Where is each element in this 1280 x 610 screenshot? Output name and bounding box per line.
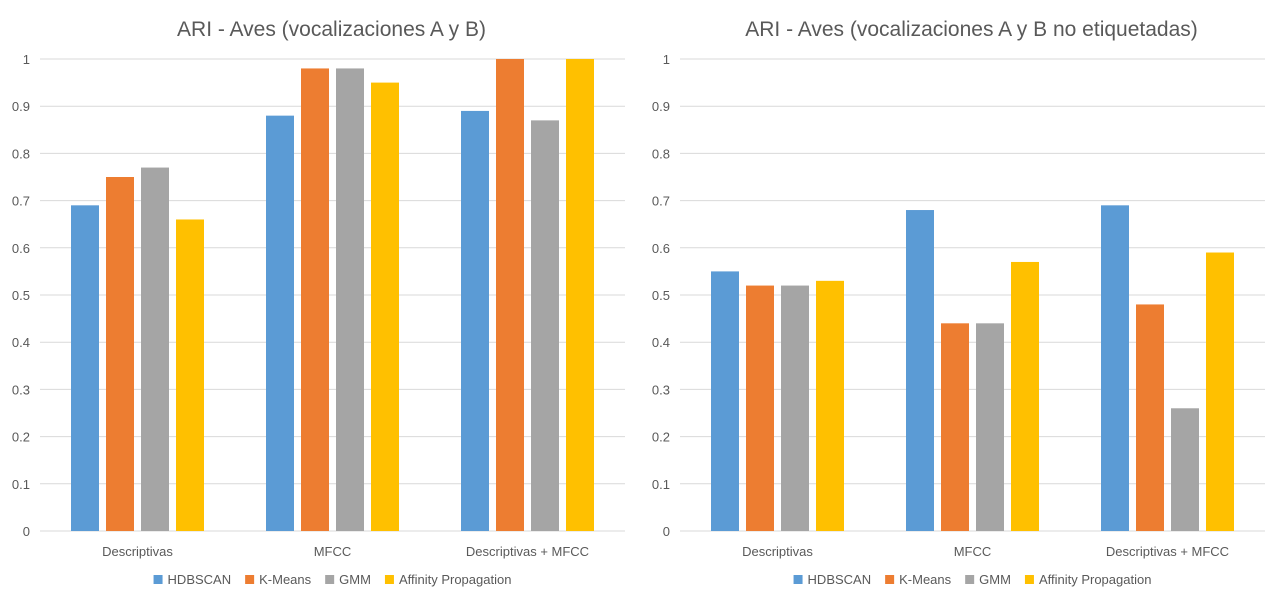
legend-swatch <box>325 575 335 584</box>
legend-label: K-Means <box>899 572 952 587</box>
bar-k-means-descriptivas-mfcc <box>1136 304 1164 531</box>
y-tick-label: 0.4 <box>12 335 30 350</box>
y-tick-label: 0.2 <box>652 430 670 445</box>
bars-right <box>711 205 1234 532</box>
y-tick-label: 0.1 <box>12 477 30 492</box>
y-tick-label: 0.3 <box>652 382 670 397</box>
x-tick-label: Descriptivas <box>742 544 813 559</box>
y-tick-label: 0.4 <box>652 335 670 350</box>
legend-swatch <box>885 575 895 584</box>
y-tick-label: 1 <box>663 52 670 67</box>
bars-left <box>71 59 594 532</box>
chart-left: ARI - Aves (vocalizaciones A y B) 0 0.1 0.2… <box>12 18 625 587</box>
bar-affinity-propagation-descriptivas <box>176 219 204 532</box>
y-tick-label: 0.7 <box>652 194 670 209</box>
x-tick-label: MFCC <box>314 544 352 559</box>
y-tick-label: 0.3 <box>12 382 30 397</box>
legend-label: HDBSCAN <box>168 572 232 587</box>
bar-k-means-descriptivas-mfcc <box>496 59 524 531</box>
bar-affinity-propagation-descriptivas-mfcc <box>1206 252 1234 531</box>
x-tick-label: Descriptivas + MFCC <box>1106 544 1229 559</box>
bar-k-means-mfcc <box>301 68 329 531</box>
y-tick-label: 0.7 <box>12 194 30 209</box>
legend-item-hdbscan: HDBSCAN <box>153 572 232 587</box>
chart-title-right: ARI - Aves (vocalizaciones A y B no etiq… <box>745 18 1198 41</box>
legend-item-k-means: K-Means <box>245 572 312 587</box>
bar-gmm-descriptivas-mfcc <box>531 120 559 532</box>
legend-item-gmm: GMM <box>965 572 1011 587</box>
bar-gmm-descriptivas <box>141 167 169 531</box>
x-tick-label: Descriptivas <box>102 544 173 559</box>
chart-title-left: ARI - Aves (vocalizaciones A y B) <box>177 18 486 41</box>
chart-panel-right: ARI - Aves (vocalizaciones A y B no etiq… <box>640 0 1280 605</box>
legend-swatch <box>965 575 975 584</box>
legend-label: K-Means <box>259 572 312 587</box>
y-tick-label: 0.5 <box>652 288 670 303</box>
x-tick-label: MFCC <box>954 544 992 559</box>
bar-gmm-descriptivas-mfcc <box>1171 408 1199 531</box>
chart-panel-left: ARI - Aves (vocalizaciones A y B) 0 0.1 0.2… <box>0 0 640 605</box>
legend-label: GMM <box>339 572 371 587</box>
gridlines-right <box>680 58 1265 532</box>
y-tick-label: 0.9 <box>652 99 670 114</box>
y-tick-label: 0 <box>23 524 30 539</box>
legend-label: GMM <box>979 572 1011 587</box>
legend-label: Affinity Propagation <box>1039 572 1152 587</box>
bar-gmm-mfcc <box>336 68 364 531</box>
bar-hdbscan-descriptivas <box>71 205 99 531</box>
legend-item-hdbscan: HDBSCAN <box>793 572 872 587</box>
x-tick-label: Descriptivas + MFCC <box>466 544 589 559</box>
legend-swatch <box>153 575 163 584</box>
legend-right: HDBSCAN K-Means GMM Affinity Propagation <box>793 572 1152 587</box>
y-tick-label: 0.8 <box>652 146 670 161</box>
bar-k-means-descriptivas <box>106 177 134 531</box>
y-tick-label: 0.6 <box>12 241 30 256</box>
legend-left: HDBSCAN K-Means GMM Affinity Propagation <box>153 572 512 587</box>
legend-item-gmm: GMM <box>325 572 371 587</box>
bar-hdbscan-descriptivas <box>711 271 739 531</box>
gridlines-left <box>40 58 625 532</box>
chart-right: ARI - Aves (vocalizaciones A y B no etiq… <box>652 18 1265 587</box>
bar-affinity-propagation-descriptivas-mfcc <box>566 59 594 531</box>
bar-affinity-propagation-descriptivas <box>816 280 844 531</box>
bar-affinity-propagation-mfcc <box>371 82 399 531</box>
bar-hdbscan-descriptivas-mfcc <box>461 110 489 532</box>
bar-gmm-descriptivas <box>781 285 809 531</box>
y-tick-label: 0.8 <box>12 146 30 161</box>
y-tick-label: 0.2 <box>12 430 30 445</box>
legend-swatch <box>245 575 255 584</box>
legend-item-k-means: K-Means <box>885 572 952 587</box>
legend-swatch <box>1024 575 1034 584</box>
bar-k-means-descriptivas <box>746 285 774 531</box>
bar-hdbscan-mfcc <box>266 115 294 531</box>
legend-label: HDBSCAN <box>808 572 872 587</box>
y-tick-label: 0.1 <box>652 477 670 492</box>
y-tick-label: 0.6 <box>652 241 670 256</box>
legend-swatch <box>384 575 394 584</box>
y-tick-label: 0 <box>663 524 670 539</box>
y-tick-label: 0.5 <box>12 288 30 303</box>
bar-hdbscan-descriptivas-mfcc <box>1101 205 1129 531</box>
legend-label: Affinity Propagation <box>399 572 512 587</box>
y-tick-label: 0.9 <box>12 99 30 114</box>
bar-gmm-mfcc <box>976 323 1004 531</box>
legend-swatch <box>793 575 803 584</box>
bar-k-means-mfcc <box>941 323 969 531</box>
bar-affinity-propagation-mfcc <box>1011 261 1039 531</box>
bar-hdbscan-mfcc <box>906 210 934 532</box>
y-tick-label: 1 <box>23 52 30 67</box>
legend-item-affinity-propagation: Affinity Propagation <box>384 572 512 587</box>
legend-item-affinity-propagation: Affinity Propagation <box>1024 572 1152 587</box>
